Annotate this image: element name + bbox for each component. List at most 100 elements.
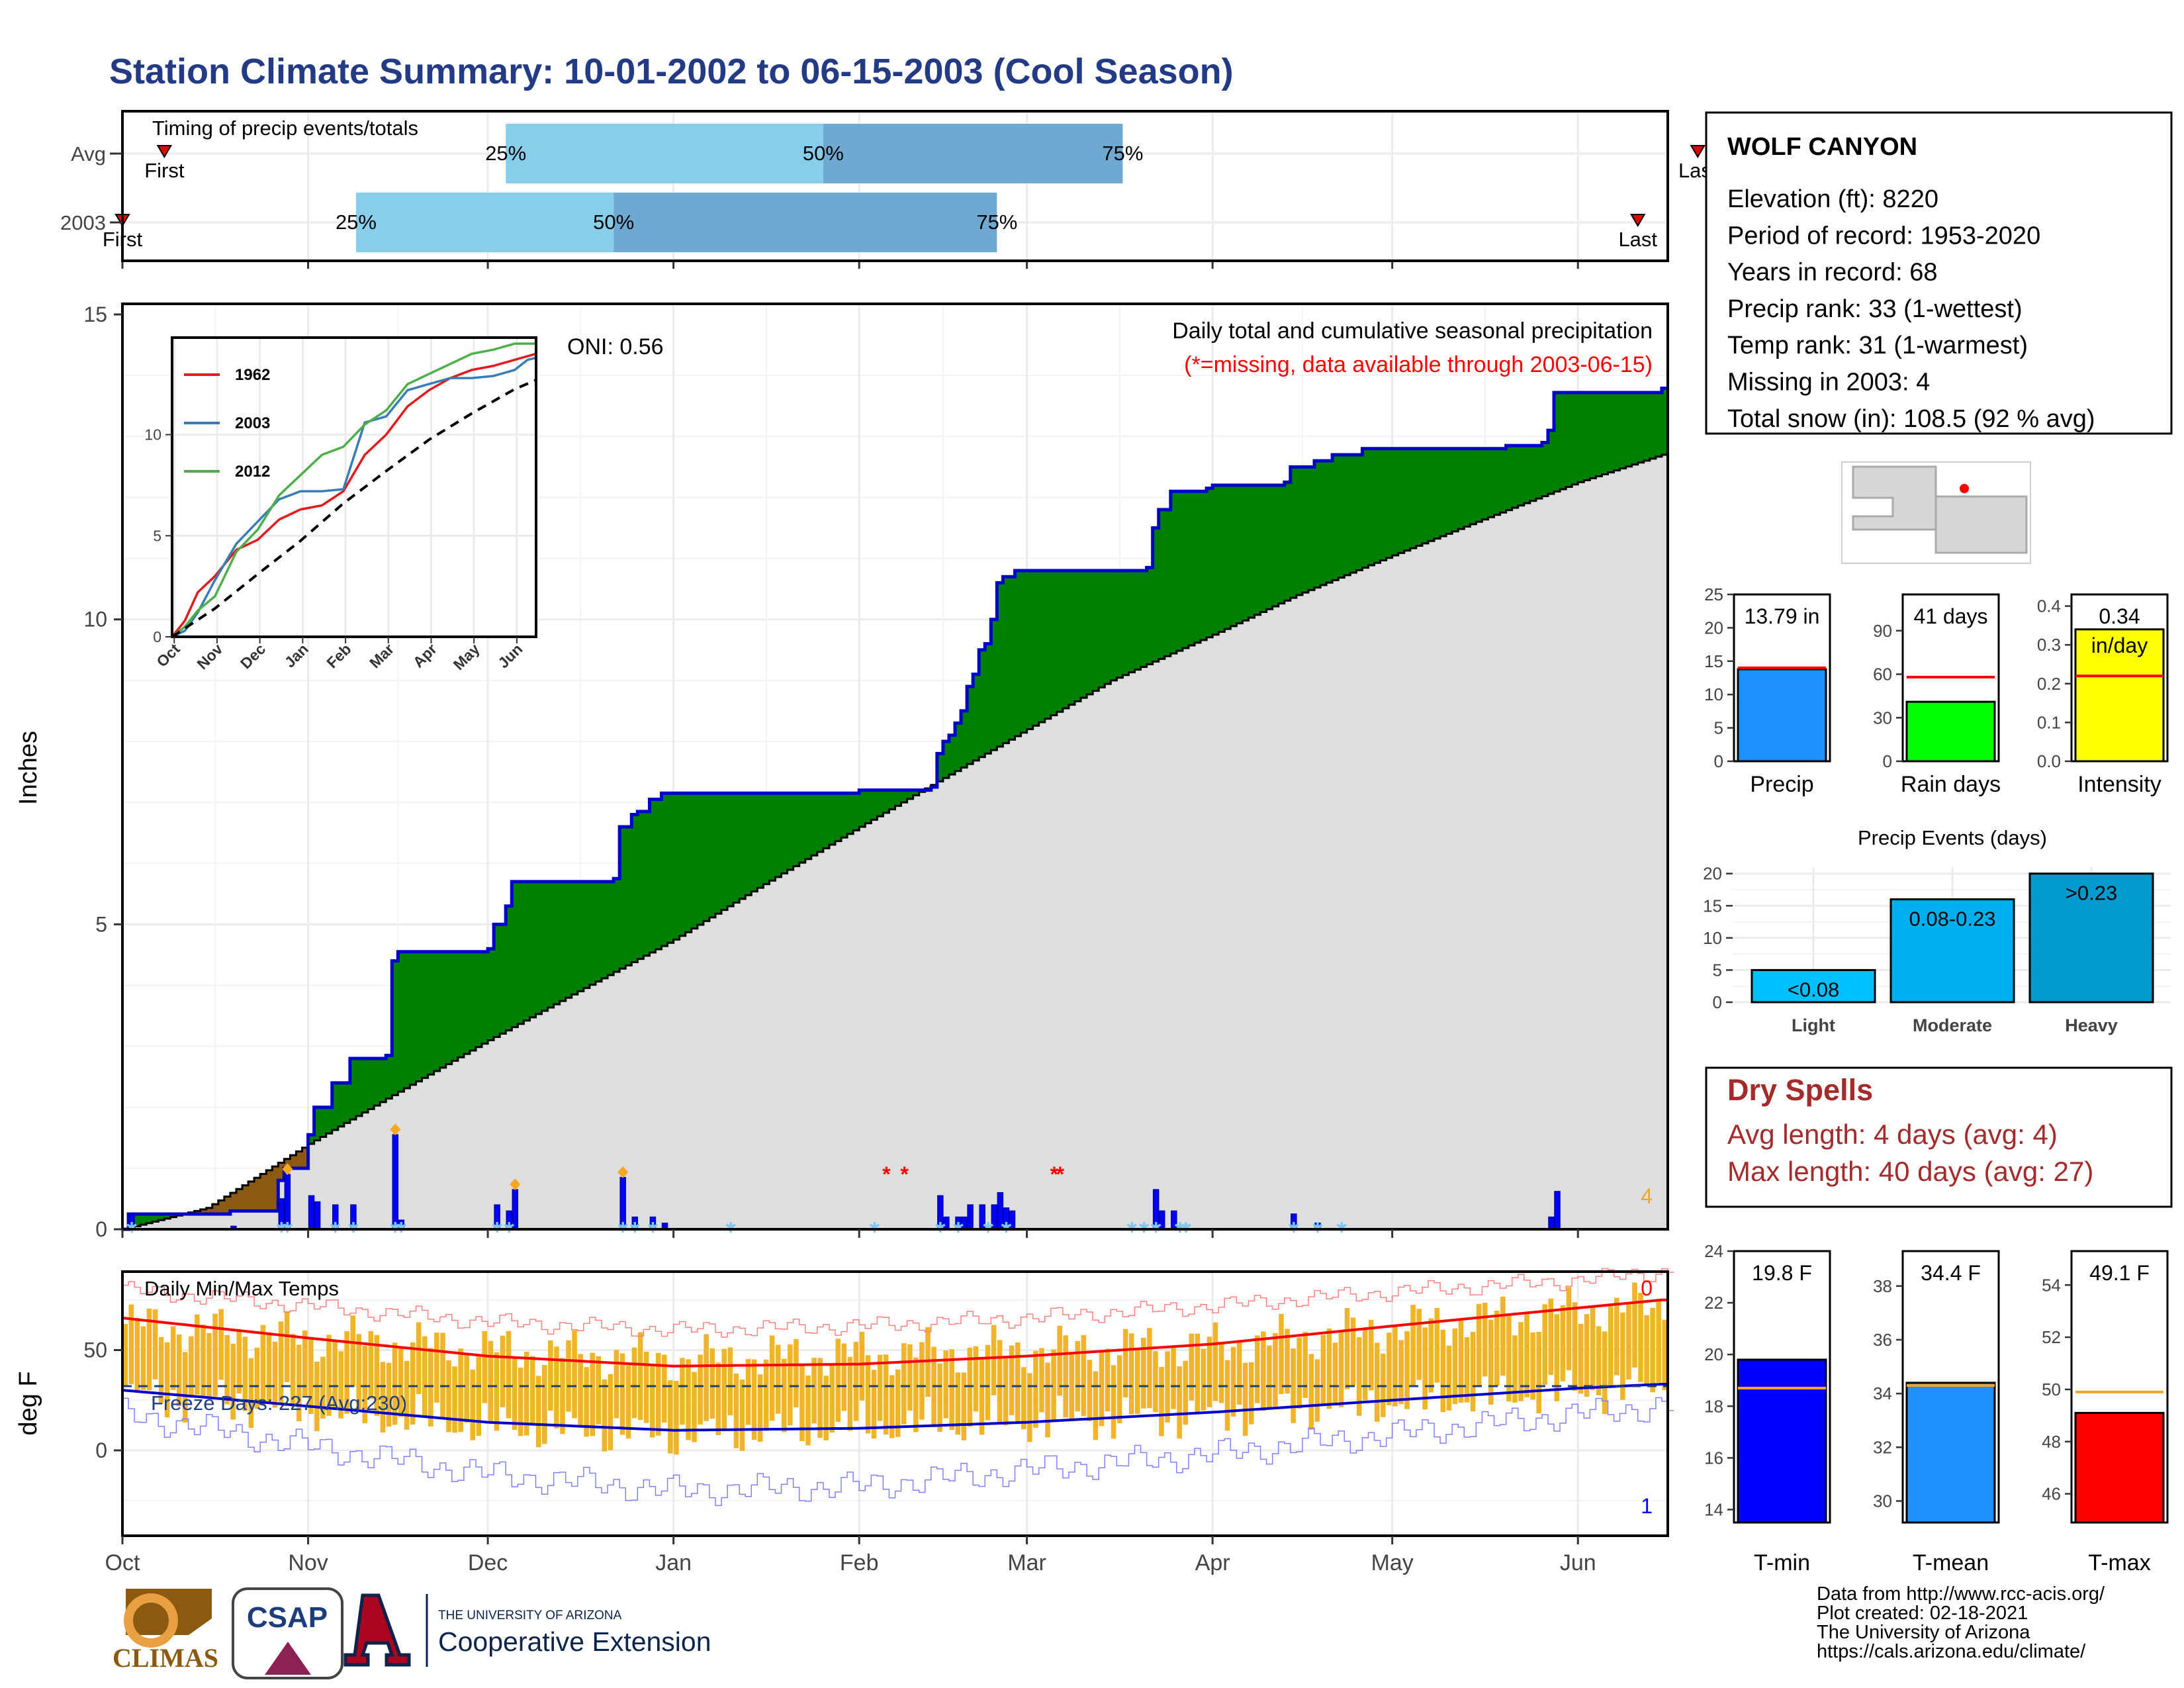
daily-temp-bar bbox=[1141, 1337, 1146, 1409]
mini-box-text-Rain days: 41 days bbox=[1913, 604, 1987, 628]
surplus-segment bbox=[1631, 392, 1639, 465]
precip-annotation-missing: (*=missing, data available through 2003-… bbox=[1184, 352, 1653, 377]
surplus-segment bbox=[1218, 485, 1225, 632]
daily-precip-bar bbox=[967, 1204, 974, 1230]
surplus-segment bbox=[332, 1082, 339, 1130]
daily-temp-bar bbox=[146, 1308, 152, 1391]
surplus-segment bbox=[1056, 570, 1064, 712]
surplus-segment bbox=[1608, 392, 1615, 473]
surplus-segment bbox=[445, 951, 453, 1064]
surplus-segment bbox=[1554, 392, 1561, 492]
inset-series-line-2012 bbox=[171, 342, 536, 638]
surplus-segment bbox=[1547, 430, 1555, 494]
mini-y-tick-label: 25 bbox=[1704, 585, 1723, 604]
temp-panel-frame bbox=[121, 1270, 1669, 1537]
daily-temp-bar bbox=[997, 1340, 1003, 1422]
mini-y-tick-label: 0 bbox=[1883, 751, 1892, 771]
daily-temp-bar bbox=[386, 1362, 392, 1427]
daily-temp-bar bbox=[164, 1342, 170, 1418]
ua-logo: THE UNIVERSITY OF ARIZONA Cooperative Ex… bbox=[343, 1593, 711, 1667]
events-y-tick-label: 20 bbox=[1703, 864, 1722, 884]
surplus-segment bbox=[685, 793, 692, 933]
daily-temp-bar bbox=[230, 1343, 236, 1420]
daily-temp-bar bbox=[1165, 1351, 1170, 1423]
surplus-segment bbox=[386, 1055, 392, 1099]
daily-temp-bar bbox=[308, 1336, 314, 1414]
surplus-segment bbox=[667, 793, 674, 943]
snow-day-marker: ✱ bbox=[1150, 1219, 1161, 1236]
temp-x-tick-label: Oct bbox=[105, 1550, 140, 1575]
precip-y-tick-label: 5 bbox=[95, 912, 107, 936]
daily-temp-bar bbox=[195, 1314, 200, 1395]
surplus-segment bbox=[1188, 491, 1195, 645]
daily-temp-bar bbox=[272, 1341, 278, 1408]
surplus-segment bbox=[631, 814, 638, 962]
daily-temp-bar bbox=[1075, 1340, 1081, 1412]
daily-temp-bar bbox=[1153, 1351, 1158, 1413]
deficit-segment bbox=[296, 1151, 303, 1168]
mini-box-text-Precip: 13.79 in bbox=[1745, 604, 1820, 628]
daily-temp-bar bbox=[398, 1347, 404, 1417]
daily-temp-bar bbox=[1375, 1342, 1380, 1422]
dry-spells-box: Dry Spells Avg length: 4 days (avg: 4) M… bbox=[1705, 1066, 2173, 1208]
surplus-segment bbox=[1195, 491, 1201, 643]
surplus-segment bbox=[320, 1107, 327, 1137]
snow-day-marker: ✱ bbox=[347, 1219, 359, 1236]
timing-last-label: Last bbox=[1618, 228, 1657, 251]
surplus-segment bbox=[1105, 570, 1111, 684]
daily-temp-bar bbox=[1422, 1327, 1428, 1410]
surplus-segment bbox=[1524, 445, 1531, 504]
mini-y-tick-label: 32 bbox=[1873, 1437, 1892, 1457]
surplus-segment bbox=[577, 881, 584, 992]
daily-temp-bar bbox=[817, 1358, 823, 1438]
surplus-segment bbox=[1314, 461, 1321, 588]
location-map bbox=[1841, 461, 2031, 564]
daily-temp-bar bbox=[799, 1364, 805, 1441]
inset-y-tick-label: 0 bbox=[153, 628, 161, 645]
deficit-segment bbox=[200, 1209, 207, 1214]
daily-temp-bar bbox=[1063, 1335, 1068, 1418]
average-cumulative-area bbox=[122, 454, 1668, 1229]
inset-legend-label-2012: 2012 bbox=[235, 463, 270, 481]
mini-box-text2-Intensity: in/day bbox=[2091, 633, 2148, 657]
daily-temp-bar bbox=[1087, 1360, 1093, 1421]
surplus-segment bbox=[745, 793, 752, 896]
mini-label-T-max: T-max bbox=[2088, 1550, 2150, 1575]
daily-temp-bar bbox=[1404, 1331, 1410, 1409]
footer-university: The University of Arizona bbox=[1817, 1622, 2030, 1643]
daily-temp-bar bbox=[943, 1350, 948, 1419]
timing-row-label: Avg bbox=[71, 142, 106, 165]
surplus-segment bbox=[1128, 570, 1136, 673]
surplus-segment bbox=[787, 793, 794, 870]
surplus-segment bbox=[1637, 392, 1645, 463]
surplus-segment bbox=[529, 881, 537, 1017]
daily-temp-bar bbox=[1111, 1365, 1116, 1439]
events-bar-Light bbox=[1751, 968, 1876, 1004]
surplus-segment bbox=[973, 674, 979, 761]
timing-pct-label: 25% bbox=[485, 142, 526, 165]
surplus-segment bbox=[1416, 448, 1423, 546]
events-y-tick-label: 0 bbox=[1713, 992, 1722, 1012]
surplus-segment bbox=[1494, 448, 1501, 515]
surplus-segment bbox=[541, 881, 549, 1011]
daily-precip-bar bbox=[308, 1195, 315, 1230]
mini-label-Intensity: Intensity bbox=[2077, 772, 2161, 797]
daily-temp-bar bbox=[763, 1359, 769, 1429]
surplus-segment bbox=[1032, 570, 1040, 726]
surplus-segment bbox=[152, 1213, 159, 1222]
surplus-segment bbox=[679, 793, 686, 936]
daily-temp-bar bbox=[1105, 1348, 1111, 1412]
surplus-segment bbox=[1446, 448, 1453, 534]
mini-label-T-min: T-min bbox=[1754, 1550, 1810, 1575]
temp-x-tick-label: Nov bbox=[288, 1550, 328, 1575]
mini-y-tick-label: 0 bbox=[1714, 751, 1723, 771]
daily-temp-bar bbox=[1638, 1293, 1643, 1382]
daily-temp-bar bbox=[128, 1304, 134, 1384]
daily-temp-bar bbox=[769, 1335, 775, 1421]
daily-temp-bar bbox=[1171, 1347, 1176, 1409]
timing-title: Timing of precip events/totals bbox=[152, 117, 418, 140]
inset-background bbox=[172, 338, 536, 637]
daily-temp-bar bbox=[835, 1338, 841, 1422]
mini-y-tick-label: 10 bbox=[1704, 684, 1723, 704]
daily-temp-bar bbox=[955, 1372, 961, 1435]
